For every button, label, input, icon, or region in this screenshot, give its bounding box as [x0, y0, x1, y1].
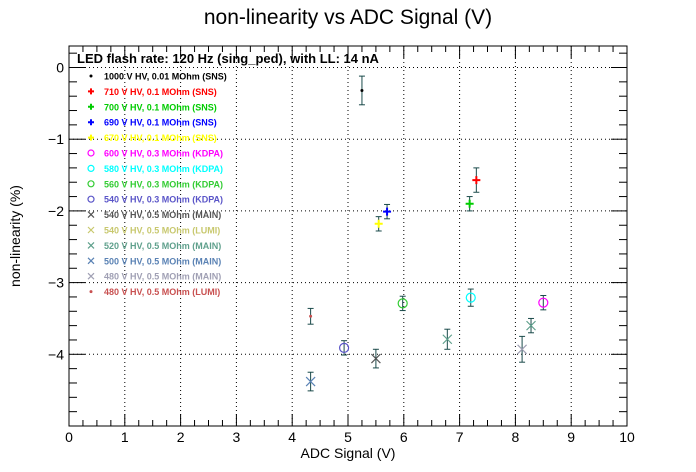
legend-marker: [87, 195, 95, 203]
legend-entry: 480 V HV, 0.5 MOhm (LUMI): [104, 287, 220, 297]
legend-marker: [89, 290, 93, 294]
x-tick-label: 7: [456, 429, 464, 445]
data-point: [370, 353, 381, 364]
data-point: [305, 376, 316, 387]
legend-marker: [87, 164, 95, 172]
y-axis-label: non-linearity (%): [7, 185, 23, 287]
x-tick-label: 0: [65, 429, 73, 445]
legend-marker: [87, 226, 95, 234]
legend-entry: 540 V HV, 0.3 MOhm (KDPA): [104, 195, 223, 205]
data-point: [472, 176, 481, 185]
data-point: [517, 344, 528, 355]
chart-title: non-linearity vs ADC Signal (V): [204, 6, 492, 29]
legend-entry: 560 V HV, 0.3 MOhm (KDPA): [104, 179, 223, 189]
x-tick-label: 2: [177, 429, 185, 445]
data-point: [309, 314, 313, 318]
x-tick-label: 9: [567, 429, 575, 445]
data-points: [305, 75, 549, 392]
x-tick-label: 10: [619, 429, 635, 445]
x-tick-label: 1: [121, 429, 129, 445]
data-point: [383, 207, 392, 216]
data-point: [360, 88, 364, 92]
grid: [69, 46, 627, 426]
legend-marker: [88, 134, 94, 141]
data-point: [465, 199, 474, 208]
legend-marker: [87, 149, 95, 157]
x-tick-label: 3: [233, 429, 241, 445]
x-tick-label: 4: [288, 429, 296, 445]
data-point: [465, 292, 476, 303]
legend-entry: 1000 V HV, 0.01 MOhm (SNS): [104, 72, 227, 82]
legend-entry: 520 V HV, 0.5 MOhm (MAIN): [104, 241, 221, 251]
legend-marker: [88, 119, 94, 126]
x-tick-label: 5: [344, 429, 352, 445]
legend-marker: [87, 211, 95, 219]
data-point: [374, 219, 383, 228]
x-axis-label: ADC Signal (V): [301, 445, 396, 461]
legend-entry: 690 V HV, 0.1 MOhm (SNS): [104, 118, 217, 128]
legend-entry: 700 V HV, 0.1 MOhm (SNS): [104, 102, 217, 112]
legend-marker: [88, 88, 94, 95]
legend-entry: 540 V HV, 0.5 MOhm (MAIN): [104, 210, 221, 220]
y-tick-label: −2: [48, 203, 64, 219]
data-point: [526, 320, 536, 331]
legend: 1000 V HV, 0.01 MOhm (SNS) 710 V HV, 0.1 …: [87, 72, 227, 297]
legend-entry: 580 V HV, 0.3 MOhm (KDPA): [104, 164, 223, 174]
legend-entry: 600 V HV, 0.3 MOhm (KDPA): [104, 149, 223, 159]
legend-marker: [87, 241, 95, 249]
y-tick-label: −1: [48, 131, 64, 147]
legend-entry: 670 V HV, 0.1 MOhm (SNS): [104, 133, 217, 143]
legend-marker: [87, 257, 95, 265]
y-tick-label: −4: [48, 346, 64, 362]
chart-subtitle: LED flash rate: 120 Hz (sing_ped), with …: [77, 51, 380, 66]
legend-entry: 480 V HV, 0.5 MOhm (MAIN): [104, 272, 221, 282]
data-point: [338, 342, 350, 353]
y-tick-label: 0: [56, 60, 64, 76]
x-tick-label: 8: [512, 429, 520, 445]
legend-marker: [88, 103, 94, 110]
legend-marker: [87, 180, 95, 188]
x-tick-label: 6: [400, 429, 408, 445]
data-point: [397, 298, 408, 309]
legend-entry: 540 V HV, 0.5 MOhm (LUMI): [104, 226, 220, 236]
data-point: [442, 334, 453, 345]
y-tick-label: −3: [48, 275, 64, 291]
legend-marker: [89, 74, 93, 78]
data-point: [538, 297, 549, 308]
legend-entry: 710 V HV, 0.1 MOhm (SNS): [104, 87, 217, 97]
legend-entry: 500 V HV, 0.5 MOhm (MAIN): [104, 256, 221, 266]
axes: 0 1 2 3 4 5 6 7 8 9 10 −4 −3 −2 −1 0: [48, 46, 635, 445]
legend-marker: [87, 272, 95, 280]
